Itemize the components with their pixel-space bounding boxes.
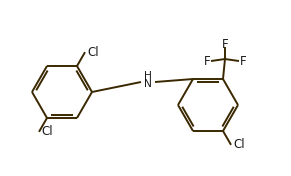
Text: F: F bbox=[222, 37, 228, 51]
Text: Cl: Cl bbox=[87, 46, 99, 59]
Text: N: N bbox=[144, 79, 152, 89]
Text: H: H bbox=[144, 71, 152, 81]
Text: F: F bbox=[240, 55, 246, 68]
Text: Cl: Cl bbox=[41, 125, 53, 138]
Text: Cl: Cl bbox=[233, 138, 245, 151]
Text: F: F bbox=[204, 55, 210, 68]
